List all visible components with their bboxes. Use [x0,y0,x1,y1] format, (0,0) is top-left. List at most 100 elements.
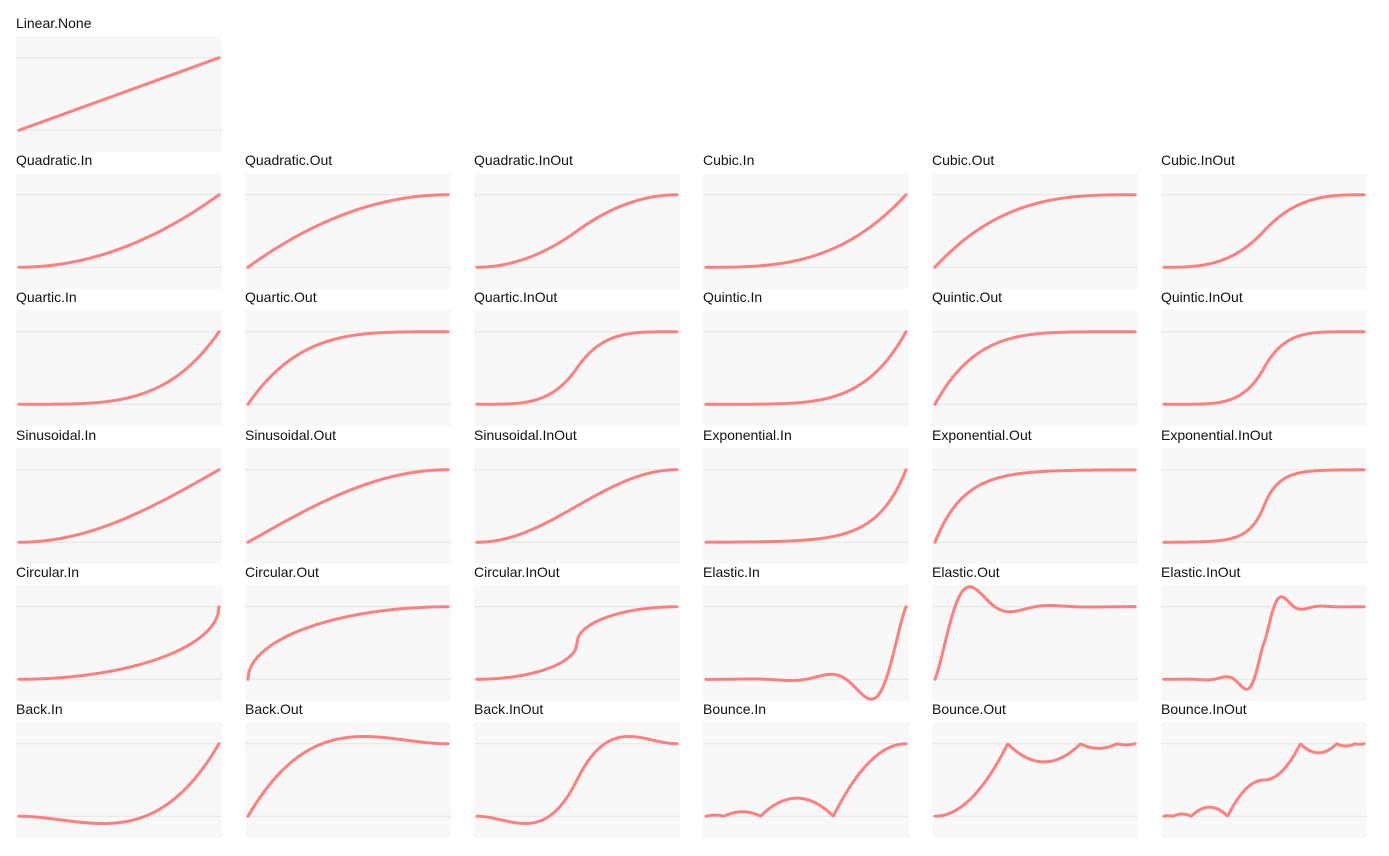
plot-background [932,585,1138,701]
chart-title: Cubic.In [703,152,755,168]
chart-panel-bounce-out: Bounce.Out [932,701,1138,838]
chart-plot [703,173,909,289]
chart-plot [932,448,1138,564]
chart-plot [16,585,222,701]
chart-title: Exponential.In [703,427,792,443]
easing-curve [1162,330,1366,406]
chart-panel-elastic-in: Elastic.In [703,564,909,701]
easing-curve [933,193,1137,269]
chart-panel-quartic-in: Quartic.In [16,289,222,426]
chart-title: Circular.In [16,564,80,580]
chart-title: Exponential.InOut [1161,427,1273,443]
chart-panel-exponential-out: Exponential.Out [932,427,1138,564]
easing-curve [246,468,450,544]
chart-plot [474,585,680,701]
plot-background [16,448,222,564]
chart-plot [1161,585,1367,701]
chart-title: Quintic.Out [932,289,1003,305]
chart-panel-quadratic-in: Quadratic.In [16,152,222,289]
chart-panel-linear-none: Linear.None [16,15,222,152]
chart-panel-circular-in: Circular.In [16,564,222,701]
easing-curve [475,734,679,826]
chart-plot [703,585,909,701]
chart-panel-back-out: Back.Out [245,701,451,838]
chart-plot [245,585,451,701]
chart-title: Elastic.Out [932,564,1000,580]
chart-plot [932,585,1138,701]
chart-panel-exponential-inout: Exponential.InOut [1161,427,1367,564]
easing-curve [1162,193,1366,269]
easing-curve [704,605,908,701]
chart-plot [1161,173,1367,289]
chart-panel-sinusoidal-in: Sinusoidal.In [16,427,222,564]
easing-curve [17,330,221,406]
chart-title: Quartic.In [16,289,77,305]
chart-plot [245,310,451,426]
plot-background [703,448,909,564]
chart-panel-back-inout: Back.InOut [474,701,680,838]
chart-panel-cubic-out: Cubic.Out [932,152,1138,289]
chart-title: Circular.InOut [474,564,560,580]
chart-panel-elastic-inout: Elastic.InOut [1161,564,1367,701]
chart-panel-quartic-inout: Quartic.InOut [474,289,680,426]
chart-plot [1161,722,1367,838]
easing-curve [17,56,221,132]
easing-curve [933,585,1137,681]
chart-title: Circular.Out [245,564,319,580]
easing-curve [246,605,450,681]
chart-panel-elastic-out: Elastic.Out [932,564,1138,701]
easing-curve [933,468,1137,544]
chart-title: Quintic.InOut [1161,289,1243,305]
chart-plot [16,36,222,152]
chart-plot [932,310,1138,426]
chart-plot [474,310,680,426]
plot-background [16,310,222,426]
plot-background [703,310,909,426]
chart-plot [16,173,222,289]
chart-title: Sinusoidal.In [16,427,97,443]
chart-panel-circular-out: Circular.Out [245,564,451,701]
easing-curve [704,742,908,818]
plot-background [703,585,909,701]
easing-curve [17,605,221,681]
plot-background [245,585,451,701]
chart-title: Bounce.InOut [1161,701,1247,717]
easing-curve [475,468,679,544]
plot-background [932,448,1138,564]
chart-panel-sinusoidal-inout: Sinusoidal.InOut [474,427,680,564]
chart-panel-quintic-out: Quintic.Out [932,289,1138,426]
chart-title: Quadratic.InOut [474,152,573,168]
chart-title: Back.In [16,701,63,717]
easing-curve [475,605,679,681]
chart-panel-sinusoidal-out: Sinusoidal.Out [245,427,451,564]
chart-title: Elastic.In [703,564,760,580]
chart-panel-quintic-inout: Quintic.InOut [1161,289,1367,426]
chart-panel-back-in: Back.In [16,701,222,838]
easing-curve [1162,468,1366,544]
chart-title: Linear.None [16,15,92,31]
easing-curve [1162,742,1366,818]
chart-panel-quadratic-out: Quadratic.Out [245,152,451,289]
chart-plot [245,173,451,289]
plot-background [703,173,909,289]
easing-curve [704,330,908,406]
easing-curve [246,330,450,406]
chart-plot [474,448,680,564]
plot-background [245,448,451,564]
chart-title: Back.InOut [474,701,544,717]
easing-curve [933,330,1137,406]
plot-background [932,722,1138,838]
easing-curve [17,193,221,269]
chart-plot [932,173,1138,289]
plot-background [932,310,1138,426]
chart-title: Bounce.In [703,701,767,717]
chart-title: Sinusoidal.InOut [474,427,577,443]
chart-plot [1161,448,1367,564]
easing-curve [475,193,679,269]
chart-panel-cubic-in: Cubic.In [703,152,909,289]
chart-panel-quartic-out: Quartic.Out [245,289,451,426]
chart-panel-circular-inout: Circular.InOut [474,564,680,701]
plot-background [245,173,451,289]
chart-panel-exponential-in: Exponential.In [703,427,909,564]
